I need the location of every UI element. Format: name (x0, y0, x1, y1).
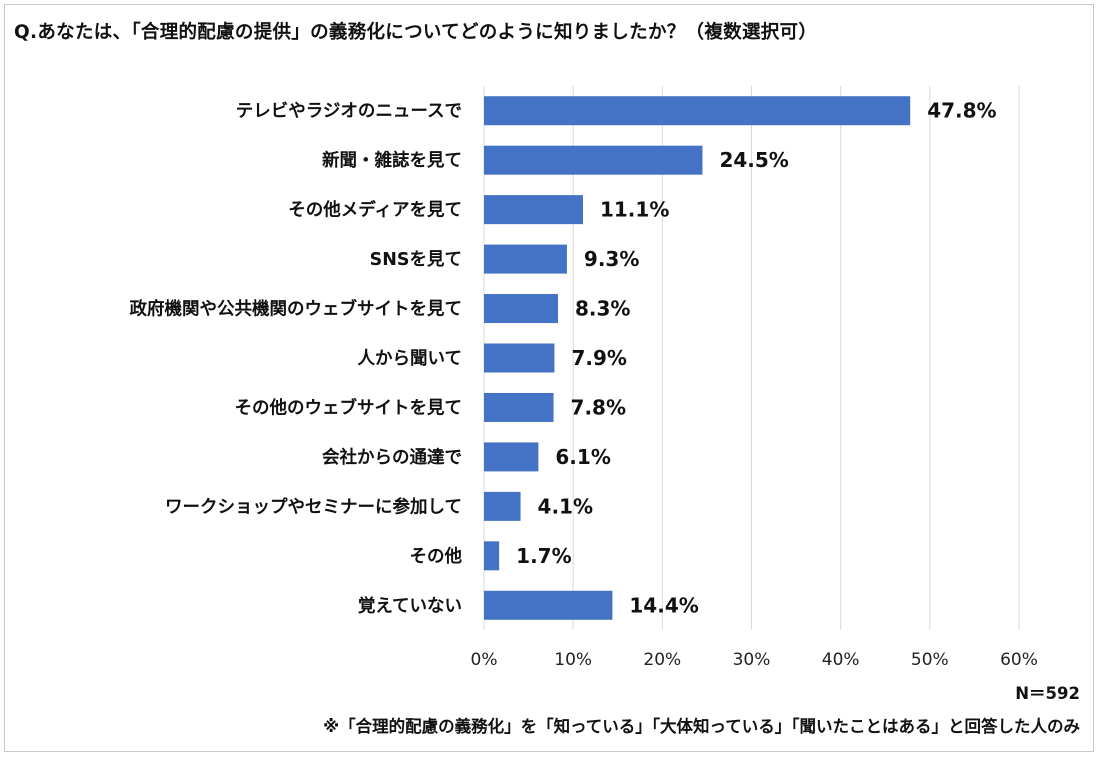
value-label: 4.1% (538, 494, 593, 518)
category-label: 覚えていない (358, 595, 462, 616)
category-label: SNSを見て (370, 250, 462, 270)
chart-title: Q.あなたは、「合理的配慮の提供」の義務化についてどのように知りましたか？（複数… (14, 22, 818, 43)
value-label: 6.1% (555, 445, 610, 469)
value-label: 7.9% (571, 346, 626, 370)
category-label: 人から聞いて (358, 348, 462, 369)
value-label: 9.3% (584, 247, 639, 271)
grid-lines (483, 86, 1020, 630)
category-label: 政府機関や公共機関のウェブサイトを見て (130, 299, 463, 320)
category-label: 新聞・雑誌を見て (322, 150, 462, 171)
bars (484, 96, 911, 620)
value-label: 14.4% (629, 593, 698, 617)
value-labels: 47.8% 24.5% 11.1% 9.3% 8.3% 7.9% 7.8% 6.1% 4.1% 1… (516, 99, 996, 618)
footnote: ※「合理的配慮の義務化」を「知っている」「大体知っている」「聞いたことはある」と… (323, 717, 1080, 736)
category-label: テレビやラジオのニュースで (236, 102, 462, 122)
x-tick-label: 50% (911, 650, 949, 670)
category-label: その他 (410, 546, 463, 567)
value-label: 8.3% (575, 297, 630, 321)
category-label: その他のウェブサイトを見て (235, 397, 463, 418)
value-label: 1.7% (516, 544, 571, 568)
x-tick-label: 10% (554, 650, 592, 670)
value-label: 47.8% (927, 99, 996, 123)
bar (484, 96, 911, 126)
category-label: その他メディアを見て (288, 200, 462, 221)
chart-frame (4, 4, 1094, 752)
value-label: 11.1% (600, 198, 669, 222)
bar (484, 491, 521, 521)
bar (484, 145, 703, 175)
x-tick-label: 30% (733, 650, 771, 670)
bar (484, 590, 613, 620)
bar (484, 343, 555, 373)
x-tick-label: 40% (822, 650, 860, 670)
category-label: ワークショップやセミナーに参加して (165, 496, 462, 517)
bar (484, 195, 583, 225)
x-tick-label: 0% (471, 650, 498, 670)
sample-size: N＝592 (1015, 684, 1080, 703)
category-label: 会社からの通達で (322, 447, 462, 468)
x-tick-label: 20% (643, 650, 681, 670)
bar (484, 442, 539, 472)
x-axis-ticks: 0% 10% 20% 30% 40% 50% 60% (471, 650, 1038, 670)
x-tick-label: 60% (1000, 650, 1038, 670)
bar (484, 541, 500, 571)
bar (484, 392, 554, 422)
bar (484, 244, 567, 274)
bar (484, 294, 559, 324)
value-label: 7.8% (571, 395, 626, 419)
value-label: 24.5% (719, 148, 788, 172)
